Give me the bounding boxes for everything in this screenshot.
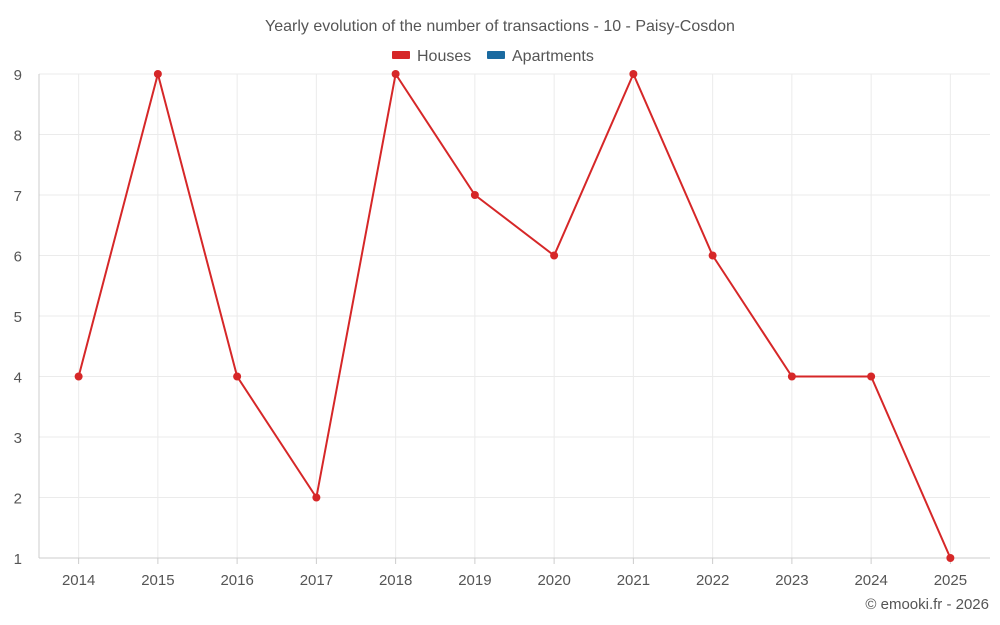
data-point-houses-2023[interactable] [787,372,796,381]
y-tick-label: 9 [14,67,22,84]
legend-item-apartments[interactable]: Apartments [487,48,594,65]
x-tick-label: 2025 [934,572,967,589]
series-line-houses [77,73,952,559]
data-point-houses-2020[interactable] [550,251,559,260]
x-tick-label: 2019 [458,572,491,589]
x-tick-label: 2024 [854,572,887,589]
data-point-houses-2022[interactable] [708,251,717,260]
x-tick-label: 2023 [775,572,808,589]
data-point-houses-2019[interactable] [470,191,479,199]
x-tick-label: 2018 [379,572,412,589]
y-tick-label: 3 [14,430,22,447]
y-tick-label: 5 [14,309,22,326]
x-tick-label: 2022 [696,572,729,589]
legend-swatch-apartments [487,51,505,59]
y-tick-label: 6 [14,249,22,266]
legend-item-houses[interactable]: Houses [392,48,471,65]
credit-text: © emooki.fr - 2026 [865,596,989,613]
data-point-houses-2016[interactable] [233,372,242,381]
x-tick-label: 2015 [141,572,174,589]
x-tick-label: 2014 [62,572,95,589]
data-point-houses-2025[interactable] [946,554,955,562]
grid [39,73,990,559]
y-axis-ticks: 1 2 3 4 5 6 7 8 9 [14,67,22,568]
data-point-houses-2018[interactable] [391,70,400,78]
series-houses [74,70,955,562]
data-point-houses-2014[interactable] [74,372,83,381]
data-point-houses-2024[interactable] [867,372,876,381]
axes [38,74,990,559]
y-tick-label: 8 [14,128,22,145]
y-tick-label: 4 [14,370,22,387]
y-tick-label: 2 [14,491,22,508]
data-point-houses-2015[interactable] [153,70,162,78]
y-tick-label: 1 [14,551,22,568]
x-tick-label: 2017 [300,572,333,589]
legend-label-houses: Houses [417,48,471,65]
x-axis-ticks: 2014 2015 2016 2017 2018 2019 2020 2021 2022 2023… [62,558,967,589]
legend-swatch-houses [392,51,410,59]
legend: Houses Apartments [392,48,594,65]
x-tick-label: 2020 [537,572,570,589]
legend-label-apartments: Apartments [512,48,594,65]
data-point-houses-2017[interactable] [312,493,321,502]
chart-title: Yearly evolution of the number of transa… [265,18,735,35]
data-point-houses-2021[interactable] [629,70,638,78]
y-tick-label: 7 [14,188,22,205]
x-tick-label: 2016 [220,572,253,589]
x-tick-label: 2021 [617,572,650,589]
